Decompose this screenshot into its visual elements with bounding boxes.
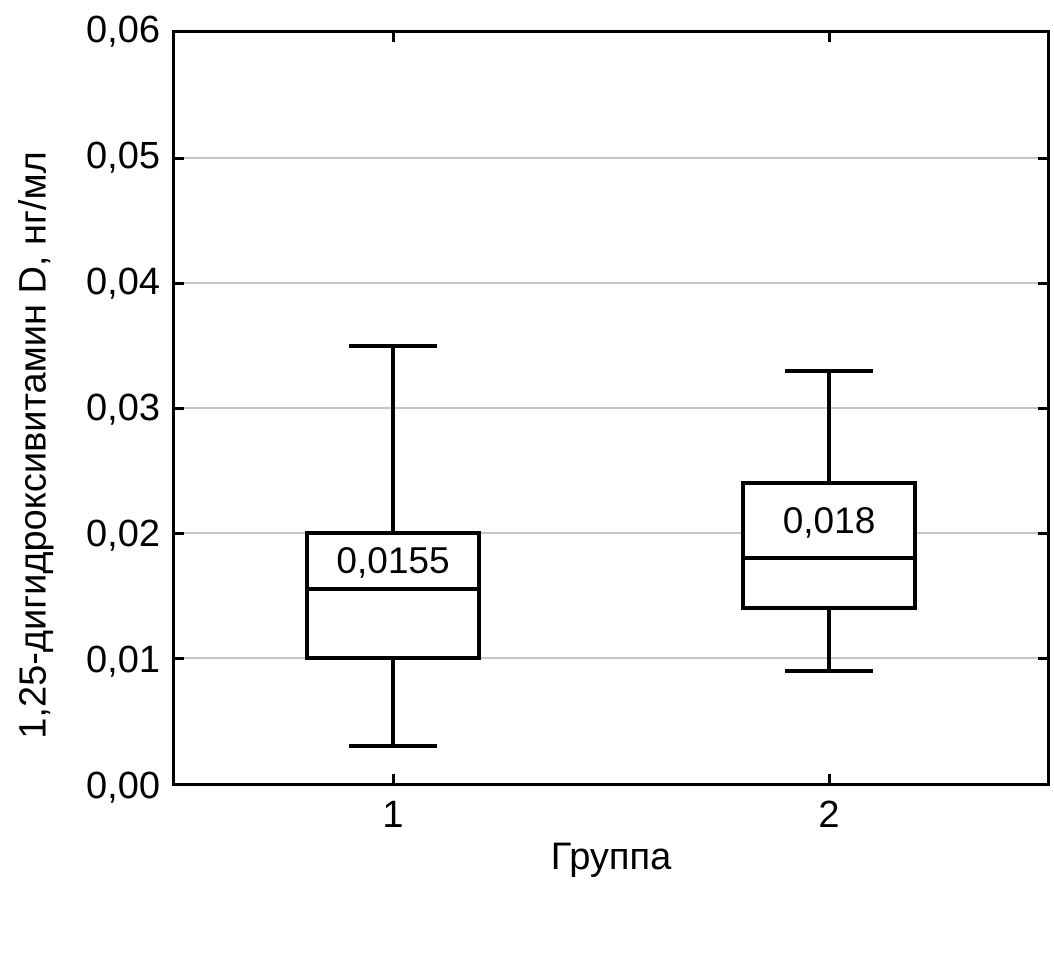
upper-whisker-line: [391, 345, 395, 533]
legend: Медиана Мин-макс 25%–75%: [0, 888, 1054, 968]
x-tick-label: 1: [382, 794, 404, 836]
x-tick-mark: [827, 774, 831, 783]
plot-inner: 0,0155 0,018: [175, 33, 1047, 783]
y-tick-mark: [175, 281, 184, 285]
upper-whisker-cap: [349, 343, 437, 348]
x-tick-mark: [391, 774, 395, 783]
y-tick-mark: [1038, 281, 1047, 285]
lower-whisker-cap: [785, 668, 873, 673]
y-tick-mark: [1038, 656, 1047, 660]
y-tick-label: 0,04: [86, 261, 160, 303]
median-value-label: 0,0155: [336, 540, 450, 582]
gridline: [175, 657, 1047, 659]
x-axis-title: Группа: [550, 836, 672, 878]
gridline: [175, 157, 1047, 159]
upper-whisker-cap: [785, 368, 873, 373]
median-line: [305, 587, 481, 592]
y-tick-label: 0,03: [86, 387, 160, 429]
y-tick-label: 0,02: [86, 513, 160, 555]
lower-whisker-cap: [349, 743, 437, 748]
y-tick-mark: [1038, 406, 1047, 410]
lower-whisker-line: [827, 608, 831, 671]
lower-whisker-line: [391, 658, 395, 746]
y-tick-mark: [1038, 531, 1047, 535]
upper-whisker-line: [827, 370, 831, 483]
y-tick-mark: [175, 156, 184, 160]
gridline: [175, 407, 1047, 409]
x-tick-mark: [391, 33, 395, 42]
plot-area: 0,0155 0,018: [172, 30, 1050, 786]
iqr-box: [741, 481, 917, 610]
x-tick-mark: [827, 33, 831, 42]
y-tick-mark: [175, 656, 184, 660]
median-value-label: 0,018: [782, 499, 876, 541]
x-tick-label: 2: [818, 794, 840, 836]
iqr-box: [305, 531, 481, 660]
y-tick-label: 0,05: [86, 135, 160, 177]
gridline: [175, 282, 1047, 284]
y-tick-mark: [175, 406, 184, 410]
y-tick-label: 0,06: [86, 9, 160, 51]
y-tick-mark: [175, 531, 184, 535]
y-tick-label: 0,00: [86, 765, 160, 807]
y-tick-label: 0,01: [86, 639, 160, 681]
gridline: [175, 532, 1047, 534]
median-line: [741, 556, 917, 560]
y-tick-mark: [1038, 156, 1047, 160]
